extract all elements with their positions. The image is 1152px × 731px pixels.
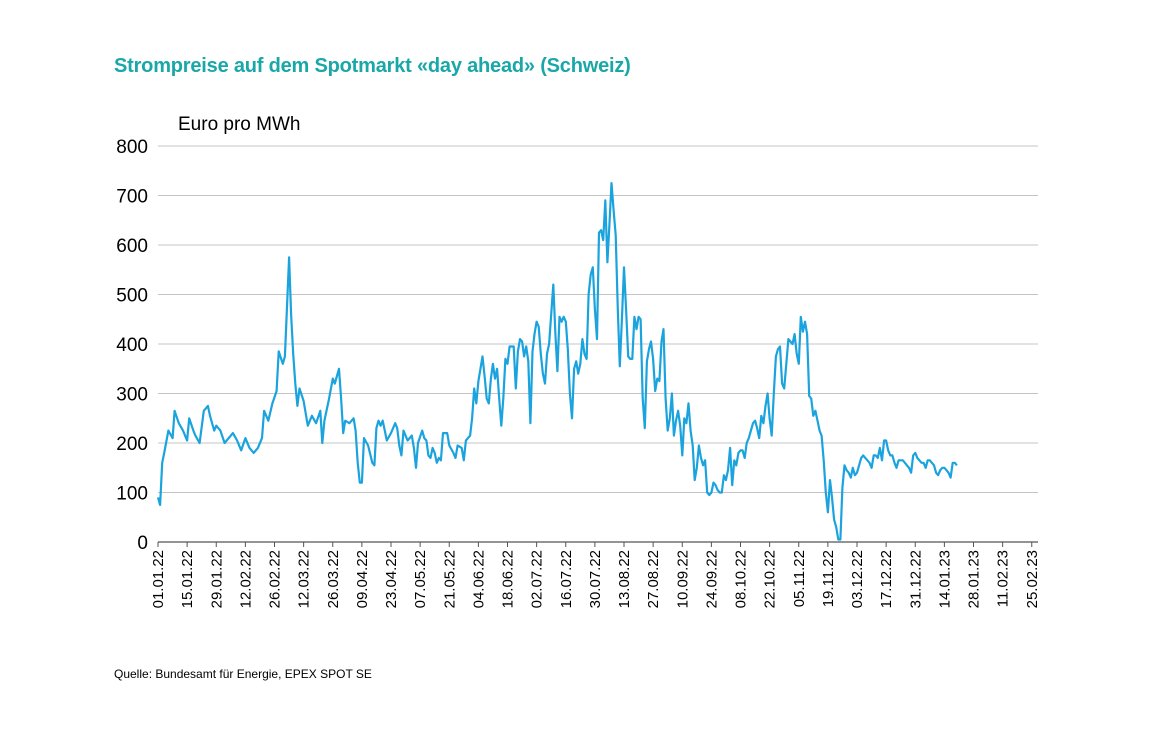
x-tick-label: 21.05.22 [441, 550, 458, 608]
line-chart: 0 100 200 300 400 500 600 700 800 01.01.22 15.01.… [116, 137, 1041, 608]
y-tick-label: 100 [116, 484, 148, 505]
x-tick-label: 07.05.22 [412, 550, 429, 608]
x-tick-label: 22.10.22 [762, 550, 779, 608]
x-tick-label: 27.08.22 [645, 550, 662, 608]
y-tick-label: 600 [116, 236, 148, 257]
x-tick-label: 11.02.23 [995, 550, 1012, 607]
x-tick-label: 13.08.22 [616, 550, 633, 608]
chart-title: Strompreise auf dem Spotmarkt «day ahead… [114, 55, 631, 77]
x-tick-label: 29.01.22 [208, 550, 225, 608]
x-tick-label: 03.12.22 [849, 550, 866, 608]
x-tick-label: 25.02.23 [1024, 550, 1041, 608]
x-tick-label: 18.06.22 [500, 550, 517, 608]
x-tick-label: 16.07.22 [558, 550, 575, 608]
x-tick-label: 31.12.22 [907, 550, 924, 608]
y-tick-label: 400 [116, 335, 148, 356]
source-note: Quelle: Bundesamt für Energie, EPEX SPOT… [114, 667, 372, 681]
x-tick-label: 12.02.22 [237, 550, 254, 608]
x-tick-label: 24.09.22 [703, 550, 720, 608]
y-tick-label: 0 [137, 533, 148, 554]
x-tick-label: 23.04.22 [383, 550, 400, 608]
gridlines [158, 145, 1038, 543]
x-tick-label: 04.06.22 [470, 550, 487, 608]
x-tick-label: 02.07.22 [529, 550, 546, 608]
y-tick-label: 700 [116, 187, 148, 208]
y-tick-label: 300 [116, 385, 148, 406]
y-tick-label: 500 [116, 286, 148, 307]
y-tick-label: 200 [116, 434, 148, 455]
x-tick-label: 19.11.22 [820, 550, 837, 607]
x-tick-label: 26.03.22 [325, 550, 342, 608]
x-tick-label: 05.11.22 [791, 550, 808, 607]
x-tick-label: 14.01.23 [936, 550, 953, 608]
x-tick-label: 09.04.22 [354, 550, 371, 608]
y-axis-unit-label: Euro pro MWh [178, 114, 301, 135]
x-tick-label: 30.07.22 [587, 550, 604, 608]
x-tick-label: 17.12.22 [878, 550, 895, 608]
x-tick-label: 26.02.22 [267, 550, 284, 608]
x-tick-label: 15.01.22 [179, 550, 196, 608]
x-tick-label: 12.03.22 [296, 550, 313, 608]
x-tick-label: 01.01.22 [150, 550, 167, 608]
x-axis-ticks: 01.01.22 15.01.22 29.01.22 12.02.22 26.02.22… [150, 542, 1041, 608]
x-tick-label: 10.09.22 [674, 550, 691, 608]
price-series-line [156, 182, 958, 541]
x-tick-label: 08.10.22 [733, 550, 750, 608]
y-tick-label: 800 [116, 137, 148, 158]
x-tick-label: 28.01.23 [966, 550, 983, 608]
y-axis-ticks: 0 100 200 300 400 500 600 700 800 [116, 137, 148, 554]
